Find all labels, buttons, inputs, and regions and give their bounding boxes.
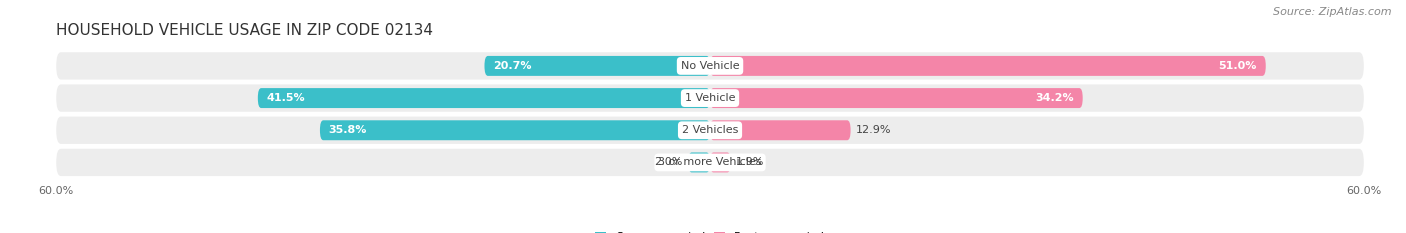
FancyBboxPatch shape <box>485 56 710 76</box>
FancyBboxPatch shape <box>710 88 1083 108</box>
Text: 2 Vehicles: 2 Vehicles <box>682 125 738 135</box>
FancyBboxPatch shape <box>56 84 1364 112</box>
Text: Source: ZipAtlas.com: Source: ZipAtlas.com <box>1274 7 1392 17</box>
Text: 3 or more Vehicles: 3 or more Vehicles <box>658 158 762 168</box>
FancyBboxPatch shape <box>56 149 1364 176</box>
Text: 1.9%: 1.9% <box>737 158 765 168</box>
Text: HOUSEHOLD VEHICLE USAGE IN ZIP CODE 02134: HOUSEHOLD VEHICLE USAGE IN ZIP CODE 0213… <box>56 24 433 38</box>
Text: 41.5%: 41.5% <box>267 93 305 103</box>
FancyBboxPatch shape <box>689 152 710 172</box>
FancyBboxPatch shape <box>56 52 1364 80</box>
FancyBboxPatch shape <box>710 56 1265 76</box>
Text: 51.0%: 51.0% <box>1219 61 1257 71</box>
Text: 20.7%: 20.7% <box>494 61 531 71</box>
Text: No Vehicle: No Vehicle <box>681 61 740 71</box>
Text: 12.9%: 12.9% <box>856 125 891 135</box>
FancyBboxPatch shape <box>257 88 710 108</box>
FancyBboxPatch shape <box>710 152 731 172</box>
Legend: Owner-occupied, Renter-occupied: Owner-occupied, Renter-occupied <box>591 227 830 233</box>
Text: 35.8%: 35.8% <box>329 125 367 135</box>
FancyBboxPatch shape <box>321 120 710 140</box>
FancyBboxPatch shape <box>710 120 851 140</box>
Text: 2.0%: 2.0% <box>654 158 683 168</box>
Text: 1 Vehicle: 1 Vehicle <box>685 93 735 103</box>
Text: 34.2%: 34.2% <box>1035 93 1074 103</box>
FancyBboxPatch shape <box>56 116 1364 144</box>
